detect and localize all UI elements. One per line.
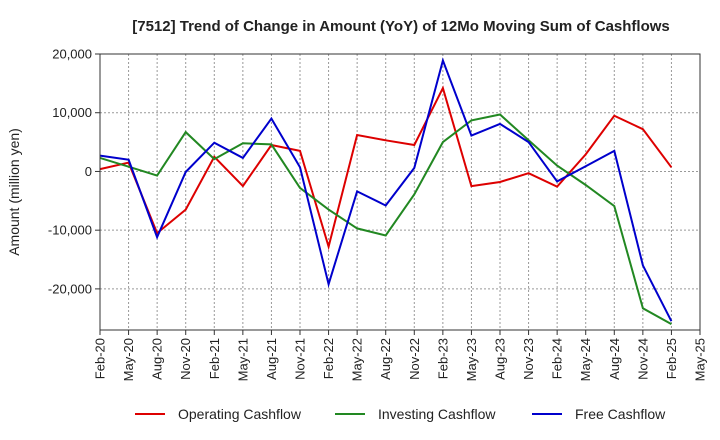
x-tick-label-10: Aug-22 [378,338,393,380]
x-tick-label-9: May-22 [350,338,365,381]
x-tick-label-16: Feb-24 [550,338,565,379]
x-tick-label-5: May-21 [235,338,250,381]
series-line-free-cashflow [99,57,673,322]
y-tick-label-1: 10,000 [52,105,92,120]
series-line-operating-cashflow [99,85,673,251]
series-lines [99,57,673,325]
y-tick-label-0: 20,000 [52,47,92,62]
x-tick-label-20: Feb-25 [664,338,679,379]
plot-frame [99,53,701,331]
y-tick-label-2: 0 [85,164,92,179]
x-tick-label-17: May-24 [578,338,593,381]
x-tick-label-11: Nov-22 [407,338,422,380]
x-tick-label-3: Nov-20 [178,338,193,380]
x-tick-label-14: Aug-23 [493,338,508,380]
legend-label-1: Investing Cashflow [378,406,496,422]
x-tick-label-18: Aug-24 [607,338,622,380]
series-line-investing-cashflow [99,113,672,325]
y-axis-ticks: 20,000 10,000 0 -10,000 -20,000 [48,47,100,296]
legend-label-2: Free Cashflow [575,406,666,422]
y-tick-label-3: -10,000 [48,223,92,238]
x-tick-label-2: Aug-20 [150,338,165,380]
x-tick-label-13: May-23 [464,338,479,381]
x-tick-label-0: Feb-20 [93,338,108,379]
x-tick-label-8: Feb-22 [321,338,336,379]
x-tick-label-6: Aug-21 [264,338,279,380]
x-tick-label-4: Feb-21 [207,338,222,379]
x-tick-label-7: Nov-21 [293,338,308,380]
y-axis-label: Amount (million yen) [6,128,22,256]
legend-label-0: Operating Cashflow [178,406,302,422]
x-tick-label-1: May-20 [121,338,136,381]
y-tick-label-4: -20,000 [48,281,92,296]
x-tick-label-21: May-25 [693,338,708,381]
x-axis-ticks: Feb-20 May-20 Aug-20 Nov-20 Feb-21 May-21 Aug-… [93,330,708,381]
legend: Operating Cashflow Investing Cashflow Free… [135,406,666,422]
x-tick-label-15: Nov-23 [521,338,536,380]
grid-lines [100,53,700,330]
chart-title: [7512] Trend of Change in Amount (YoY) o… [132,18,670,35]
x-tick-label-12: Feb-23 [435,338,450,379]
x-tick-label-19: Nov-24 [635,338,650,380]
